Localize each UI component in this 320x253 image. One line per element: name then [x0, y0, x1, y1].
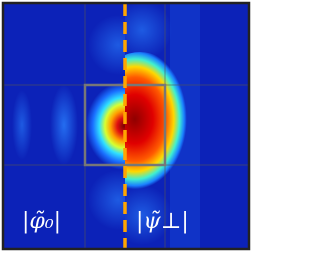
page: |φ̃₀| |ψ̃⊥| (() => { const data = JSON.p…	[1, 1, 251, 251]
left-label: |φ̃₀|	[22, 209, 61, 234]
frame	[1, 1, 251, 251]
right-label: |ψ̃⊥|	[136, 209, 189, 234]
left-field	[12, 15, 125, 230]
right-field	[125, 4, 200, 248]
field-figure: |φ̃₀| |ψ̃⊥|	[1, 1, 251, 251]
